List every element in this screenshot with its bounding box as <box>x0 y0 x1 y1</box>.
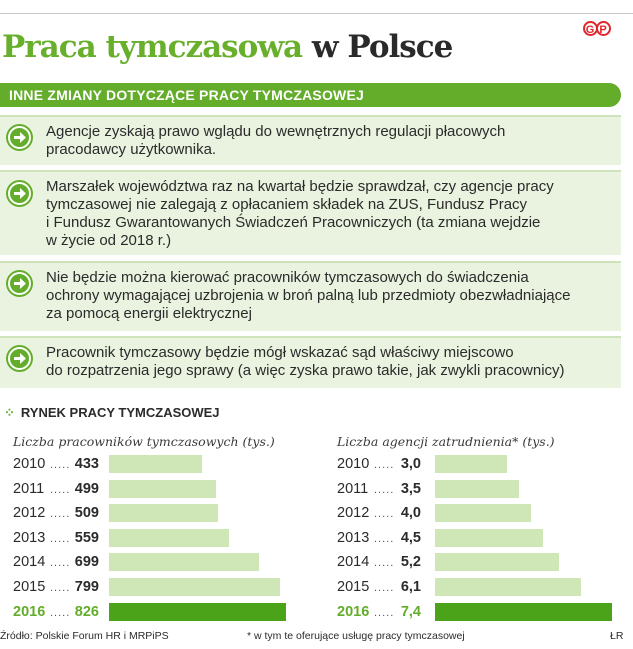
change-text: Nie będzie można kierować pracowników ty… <box>46 269 570 323</box>
leader-dots: ..... <box>374 607 395 619</box>
change-text-line: i Fundusz Gwarantowanych Świadczeń Praco… <box>46 214 541 231</box>
page-title: Praca tymczasowa w Polsce <box>2 27 453 67</box>
year-label: 2012 <box>13 505 46 521</box>
leader-dots: ..... <box>50 484 71 496</box>
bar-value-label: 5,2 <box>400 554 421 570</box>
title-part-1: Praca tymczasowa <box>2 29 303 65</box>
arrow-right-icon <box>6 180 33 207</box>
dots-icon: ⁘ <box>4 405 15 420</box>
banner-label: INNE ZMIANY DOTYCZĄCE PRACY TYMCZASOWEJ <box>9 87 364 103</box>
year-label: 2011 <box>13 481 45 497</box>
bar-value-label: 826 <box>74 604 99 620</box>
bar <box>435 455 507 473</box>
leader-dots: ..... <box>50 459 71 471</box>
bar <box>435 603 612 621</box>
leader-dots: ..... <box>50 582 71 594</box>
leader-dots: ..... <box>374 508 395 520</box>
bar-value-label: 3,5 <box>400 481 421 497</box>
year-label: 2015 <box>337 579 370 595</box>
year-label: 2013 <box>13 530 46 546</box>
bar-value-label: 7,4 <box>400 604 421 620</box>
logo-letter-p: P <box>596 21 611 36</box>
year-label: 2011 <box>337 481 369 497</box>
source-note: Źródło: Polskie Forum HR i MRPiPS <box>0 630 169 642</box>
change-text-line: Pracownik tymczasowy będzie mógł wskazać… <box>46 344 514 361</box>
bar-value-label: 699 <box>74 554 99 570</box>
bar-value-label: 499 <box>74 481 99 497</box>
bar-value-label: 799 <box>74 579 99 595</box>
bar <box>435 504 531 522</box>
change-text: Pracownik tymczasowy będzie mógł wskazać… <box>46 344 565 380</box>
bar <box>109 455 202 473</box>
arrow-right-icon <box>6 270 33 297</box>
bar <box>435 578 581 596</box>
year-label: 2016 <box>337 604 370 620</box>
year-label: 2014 <box>337 554 370 570</box>
bar <box>109 504 218 522</box>
year-label: 2010 <box>337 456 370 472</box>
change-text-line: Nie będzie można kierować pracowników ty… <box>46 269 529 286</box>
bar <box>109 578 280 596</box>
change-text-line: pracodawcy użytkownika. <box>46 141 217 158</box>
chart-1-title: Liczba pracowników tymczasowych (tys.) <box>13 434 275 449</box>
year-label: 2010 <box>13 456 46 472</box>
bar <box>109 529 229 547</box>
change-text: Marszałek województwa raz na kwartał będ… <box>46 178 554 250</box>
leader-dots: ..... <box>50 508 71 520</box>
leader-dots: ..... <box>50 607 71 619</box>
chart-2-title: Liczba agencji zatrudnienia* (tys.) <box>337 434 555 449</box>
change-item: Nie będzie można kierować pracowników ty… <box>0 261 621 331</box>
change-text-line: ochrony wymagającej uzbrojenia w broń pa… <box>46 287 571 304</box>
leader-dots: ..... <box>374 582 395 594</box>
bar-value-label: 3,0 <box>400 456 421 472</box>
top-rule <box>0 13 633 14</box>
bar-value-label: 433 <box>74 456 99 472</box>
year-label: 2013 <box>337 530 370 546</box>
bar <box>435 553 559 571</box>
footnote: * w tym te oferujące usługę pracy tymcza… <box>247 630 465 642</box>
year-label: 2016 <box>13 604 46 620</box>
bar <box>109 603 286 621</box>
change-text-line: za pomocą energii elektrycznej <box>46 305 252 322</box>
bar <box>109 553 259 571</box>
change-item: Marszałek województwa raz na kwartał będ… <box>0 170 621 255</box>
change-item: Pracownik tymczasowy będzie mógł wskazać… <box>0 336 621 388</box>
bar <box>435 529 543 547</box>
bar <box>435 480 519 498</box>
change-text-line: tymczasowej nie zalegają z opłacaniem sk… <box>46 196 528 213</box>
leader-dots: ..... <box>374 533 395 545</box>
change-text-line: do rozpatrzenia jego sprawy (a więc zysk… <box>46 362 565 379</box>
arrow-right-icon <box>6 345 33 372</box>
leader-dots: ..... <box>374 557 395 569</box>
change-text-line: w życie od 2018 r.) <box>46 232 172 249</box>
year-label: 2015 <box>13 579 46 595</box>
bar-value-label: 559 <box>74 530 99 546</box>
change-text: Agencje zyskają prawo wglądu do wewnętrz… <box>46 123 505 159</box>
leader-dots: ..... <box>50 533 71 545</box>
change-text-line: Marszałek województwa raz na kwartał będ… <box>46 178 554 195</box>
bar-value-label: 509 <box>74 505 99 521</box>
market-section-label: ⁘ RYNEK PRACY TYMCZASOWEJ <box>4 405 220 421</box>
year-label: 2012 <box>337 505 370 521</box>
change-text-line: Agencje zyskają prawo wglądu do wewnętrz… <box>46 123 506 140</box>
author-initials: ŁR <box>610 630 624 642</box>
section-banner: INNE ZMIANY DOTYCZĄCE PRACY TYMCZASOWEJ <box>0 83 621 107</box>
bar <box>109 480 216 498</box>
bar-value-label: 4,5 <box>400 530 421 546</box>
leader-dots: ..... <box>50 557 71 569</box>
arrow-right-icon <box>6 124 33 151</box>
leader-dots: ..... <box>374 459 395 471</box>
leader-dots: ..... <box>374 484 395 496</box>
bar-value-label: 4,0 <box>400 505 421 521</box>
bar-value-label: 6,1 <box>400 579 421 595</box>
change-item: Agencje zyskają prawo wglądu do wewnętrz… <box>0 115 621 165</box>
title-part-2: w Polsce <box>311 29 453 65</box>
market-label-text: RYNEK PRACY TYMCZASOWEJ <box>20 405 220 420</box>
year-label: 2014 <box>13 554 46 570</box>
